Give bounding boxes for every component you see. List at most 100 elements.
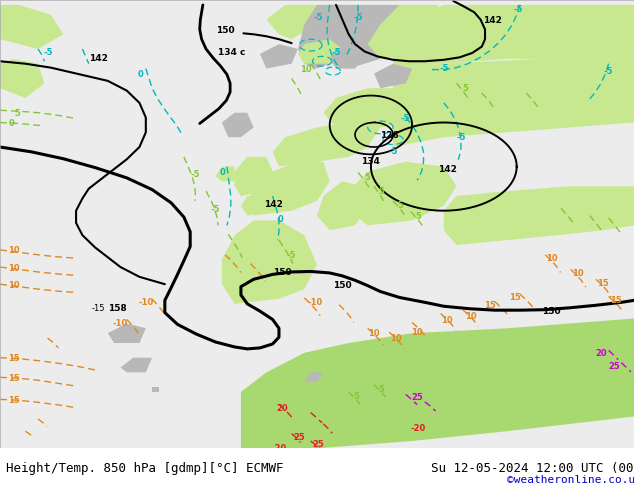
Polygon shape: [266, 5, 336, 39]
Text: Su 12-05-2024 12:00 UTC (00+156): Su 12-05-2024 12:00 UTC (00+156): [431, 463, 634, 475]
Text: 15: 15: [597, 279, 609, 288]
Text: 15: 15: [8, 396, 20, 405]
Text: 15: 15: [509, 294, 521, 302]
Polygon shape: [108, 323, 146, 343]
Text: -5: -5: [191, 171, 200, 179]
Text: -20: -20: [271, 444, 287, 453]
Text: -5: -5: [514, 5, 523, 14]
Text: 0: 0: [219, 168, 225, 177]
Polygon shape: [304, 372, 323, 382]
Text: -20: -20: [411, 424, 426, 433]
Text: -5: -5: [457, 133, 466, 142]
Text: 150: 150: [216, 26, 235, 35]
Text: 15: 15: [8, 354, 20, 363]
Text: 10: 10: [441, 317, 453, 325]
Text: -5: -5: [389, 147, 398, 156]
Text: -5: -5: [211, 205, 220, 214]
Text: 5: 5: [15, 109, 21, 118]
Text: 10: 10: [391, 334, 402, 343]
Polygon shape: [260, 44, 298, 69]
Text: -10: -10: [113, 319, 128, 328]
Text: 15: 15: [484, 301, 496, 310]
Text: 0: 0: [138, 70, 143, 79]
Text: -5: -5: [314, 13, 323, 22]
Text: 15: 15: [610, 296, 622, 305]
Text: 5: 5: [378, 187, 385, 196]
Text: 5: 5: [365, 173, 371, 182]
Polygon shape: [241, 196, 266, 216]
Text: 150: 150: [542, 307, 561, 316]
Text: -5: -5: [287, 251, 296, 260]
Text: 20: 20: [596, 349, 607, 358]
Text: 10: 10: [465, 312, 476, 321]
Text: 134 c: 134 c: [217, 49, 245, 57]
Text: -5: -5: [439, 64, 448, 73]
Bar: [0, 448, 634, 490]
Text: -5: -5: [43, 48, 53, 57]
Polygon shape: [298, 39, 342, 64]
Text: 10: 10: [8, 264, 19, 272]
Polygon shape: [298, 5, 361, 69]
Text: -5: -5: [354, 13, 363, 22]
Polygon shape: [216, 167, 235, 181]
Polygon shape: [152, 387, 158, 392]
Text: 10: 10: [301, 65, 312, 74]
Text: 10: 10: [572, 269, 583, 278]
Polygon shape: [368, 5, 444, 59]
Polygon shape: [393, 59, 634, 147]
Text: 150: 150: [333, 281, 352, 290]
Text: -5: -5: [400, 114, 410, 123]
Polygon shape: [336, 5, 399, 69]
Polygon shape: [330, 44, 368, 69]
Polygon shape: [222, 113, 254, 137]
Text: 25: 25: [411, 393, 423, 402]
Text: 5: 5: [398, 201, 404, 210]
Text: 25: 25: [293, 433, 305, 441]
Text: -5: -5: [332, 49, 340, 57]
Text: 0: 0: [8, 120, 15, 128]
Text: 25: 25: [608, 362, 620, 370]
Text: 158: 158: [108, 304, 127, 313]
Text: Height/Temp. 850 hPa [gdmp][°C] ECMWF: Height/Temp. 850 hPa [gdmp][°C] ECMWF: [6, 463, 284, 475]
Text: 150: 150: [273, 269, 291, 277]
Polygon shape: [247, 162, 330, 216]
Polygon shape: [120, 358, 152, 372]
Polygon shape: [349, 162, 456, 225]
Text: 15: 15: [8, 374, 20, 383]
Text: 142: 142: [89, 54, 108, 63]
Text: -10: -10: [138, 298, 153, 307]
Text: 5: 5: [378, 385, 385, 394]
Text: 5: 5: [353, 392, 359, 401]
Polygon shape: [0, 59, 44, 98]
Polygon shape: [323, 88, 431, 127]
Polygon shape: [235, 157, 273, 196]
Text: 0: 0: [278, 215, 283, 224]
Polygon shape: [241, 318, 634, 448]
Text: 142: 142: [264, 200, 283, 209]
Text: 10: 10: [411, 328, 423, 337]
Text: 10: 10: [8, 281, 19, 290]
Text: 142: 142: [437, 165, 456, 173]
Text: 20: 20: [276, 404, 288, 413]
Text: 25: 25: [312, 440, 324, 449]
Polygon shape: [317, 181, 368, 230]
Text: 10: 10: [8, 246, 19, 255]
Text: ©weatheronline.co.uk: ©weatheronline.co.uk: [507, 475, 634, 485]
Text: 126: 126: [380, 131, 399, 140]
Polygon shape: [0, 5, 63, 49]
Polygon shape: [273, 122, 380, 167]
Text: -5: -5: [604, 67, 613, 75]
Polygon shape: [317, 5, 368, 29]
Polygon shape: [444, 186, 634, 245]
Polygon shape: [374, 64, 412, 88]
Text: 10: 10: [547, 254, 558, 263]
Text: -10: -10: [307, 298, 323, 307]
Text: -15: -15: [91, 304, 105, 313]
Polygon shape: [222, 220, 317, 304]
Text: 10: 10: [368, 329, 380, 338]
Text: 142: 142: [483, 16, 502, 25]
Text: 5: 5: [415, 212, 422, 221]
Text: 134: 134: [361, 157, 380, 166]
Polygon shape: [393, 5, 634, 69]
Text: 5: 5: [463, 84, 469, 93]
